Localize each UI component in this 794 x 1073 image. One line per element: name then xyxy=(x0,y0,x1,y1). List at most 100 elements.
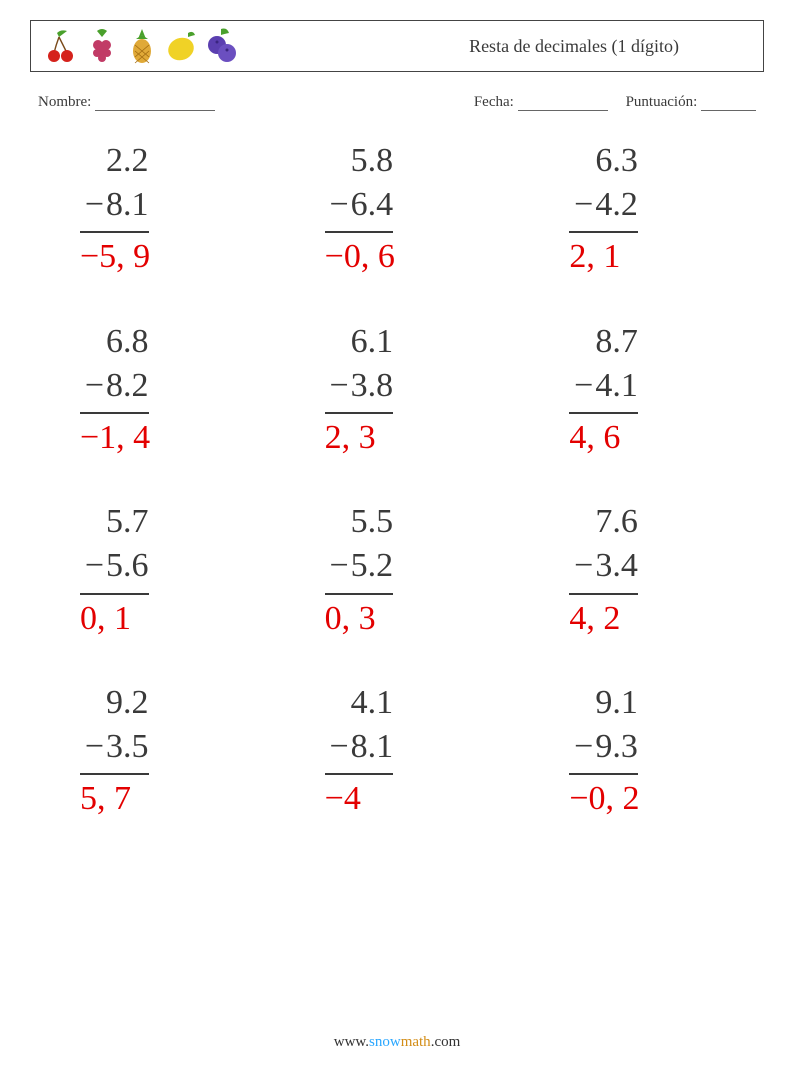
name-field: Nombre: xyxy=(38,94,215,111)
pineapple-icon xyxy=(125,27,159,65)
subtrahend-row: −3.5 xyxy=(85,725,149,769)
footer-suffix: .com xyxy=(431,1034,461,1050)
minuend: 5.8 xyxy=(325,139,394,183)
subtrahend-row: −8.1 xyxy=(85,183,149,227)
subtrahend-row: −8.2 xyxy=(85,364,149,408)
minuend: 2.2 xyxy=(80,139,149,183)
footer-snow: snow xyxy=(369,1034,401,1050)
minuend: 6.3 xyxy=(569,139,638,183)
subtrahend: 3.5 xyxy=(106,725,149,769)
answer: 0, 1 xyxy=(80,597,131,641)
subtrahend-row: −8.1 xyxy=(329,725,393,769)
problem: 6.3−4.22, 1 xyxy=(519,139,764,280)
minus-sign: − xyxy=(574,183,593,227)
minus-sign: − xyxy=(329,364,348,408)
problem: 6.1−3.82, 3 xyxy=(275,320,520,461)
name-blank xyxy=(95,97,215,111)
date-field: Fecha: xyxy=(474,94,608,111)
problem-stack: 7.6−3.4 xyxy=(569,500,638,594)
problem: 9.1−9.3−0, 2 xyxy=(519,681,764,822)
answer: 4, 2 xyxy=(569,597,620,641)
score-blank xyxy=(701,97,756,111)
problem: 7.6−3.44, 2 xyxy=(519,500,764,641)
subtrahend: 8.1 xyxy=(106,183,149,227)
rule-line xyxy=(325,773,394,775)
blueberry-icon xyxy=(205,27,239,65)
answer: −0, 6 xyxy=(325,235,395,279)
problem-stack: 6.3−4.2 xyxy=(569,139,638,233)
problem: 5.7−5.60, 1 xyxy=(30,500,275,641)
problem-stack: 5.5−5.2 xyxy=(325,500,394,594)
answer: 0, 3 xyxy=(325,597,376,641)
minus-sign: − xyxy=(329,725,348,769)
problem-stack: 5.8−6.4 xyxy=(325,139,394,233)
minus-sign: − xyxy=(574,725,593,769)
minuend: 5.5 xyxy=(325,500,394,544)
subtrahend-row: −5.6 xyxy=(85,544,149,588)
minus-sign: − xyxy=(329,544,348,588)
answer: 2, 1 xyxy=(569,235,620,279)
problem: 9.2−3.5 5, 7 xyxy=(30,681,275,822)
problem-stack: 8.7−4.1 xyxy=(569,320,638,414)
cherry-icon xyxy=(45,27,79,65)
answer: −0, 2 xyxy=(569,777,639,821)
subtrahend-row: −6.4 xyxy=(329,183,393,227)
problem: 6.8−8.2 −1, 4 xyxy=(30,320,275,461)
rule-line xyxy=(569,593,638,595)
lemon-icon xyxy=(165,27,199,65)
subtrahend: 4.1 xyxy=(595,364,638,408)
info-row: Nombre: Fecha: Puntuación: xyxy=(38,94,756,111)
problem-stack: 6.1−3.8 xyxy=(325,320,394,414)
rule-line xyxy=(569,231,638,233)
answer: −4 xyxy=(325,777,361,821)
subtrahend-row: −4.1 xyxy=(574,364,638,408)
worksheet-header: Resta de decimales (1 dígito) xyxy=(30,20,764,72)
footer-url: www.snowmath.com xyxy=(0,1034,794,1051)
subtrahend: 9.3 xyxy=(595,725,638,769)
minuend: 9.2 xyxy=(80,681,149,725)
subtrahend: 5.6 xyxy=(106,544,149,588)
answer: −1, 4 xyxy=(80,416,150,460)
problem: 8.7−4.14, 6 xyxy=(519,320,764,461)
footer-math: math xyxy=(401,1034,431,1050)
name-label: Nombre: xyxy=(38,94,91,110)
answer: −5, 9 xyxy=(80,235,150,279)
score-label: Puntuación: xyxy=(626,94,698,110)
rule-line xyxy=(569,412,638,414)
problem-stack: 4.1−8.1 xyxy=(325,681,394,775)
minus-sign: − xyxy=(574,544,593,588)
rule-line xyxy=(325,593,394,595)
subtrahend: 3.8 xyxy=(351,364,394,408)
rule-line xyxy=(80,231,149,233)
minuend: 6.1 xyxy=(325,320,394,364)
minuend: 8.7 xyxy=(569,320,638,364)
subtrahend: 4.2 xyxy=(595,183,638,227)
answer: 5, 7 xyxy=(80,777,131,821)
date-label: Fecha: xyxy=(474,94,514,110)
problem-stack: 5.7−5.6 xyxy=(80,500,149,594)
minuend: 5.7 xyxy=(80,500,149,544)
answer: 2, 3 xyxy=(325,416,376,460)
subtrahend: 5.2 xyxy=(351,544,394,588)
rule-line xyxy=(80,412,149,414)
minuend: 6.8 xyxy=(80,320,149,364)
answer: 4, 6 xyxy=(569,416,620,460)
fruit-icon-row xyxy=(45,27,239,65)
date-blank xyxy=(518,97,608,111)
minuend: 9.1 xyxy=(569,681,638,725)
minus-sign: − xyxy=(85,544,104,588)
minus-sign: − xyxy=(85,725,104,769)
minus-sign: − xyxy=(85,364,104,408)
subtrahend: 8.2 xyxy=(106,364,149,408)
rule-line xyxy=(80,773,149,775)
problem-stack: 9.1−9.3 xyxy=(569,681,638,775)
rule-line xyxy=(80,593,149,595)
minuend: 4.1 xyxy=(325,681,394,725)
rule-line xyxy=(569,773,638,775)
problem: 5.8−6.4−0, 6 xyxy=(275,139,520,280)
minuend: 7.6 xyxy=(569,500,638,544)
problem-stack: 2.2−8.1 xyxy=(80,139,149,233)
subtrahend-row: −9.3 xyxy=(574,725,638,769)
minus-sign: − xyxy=(329,183,348,227)
subtrahend-row: −5.2 xyxy=(329,544,393,588)
